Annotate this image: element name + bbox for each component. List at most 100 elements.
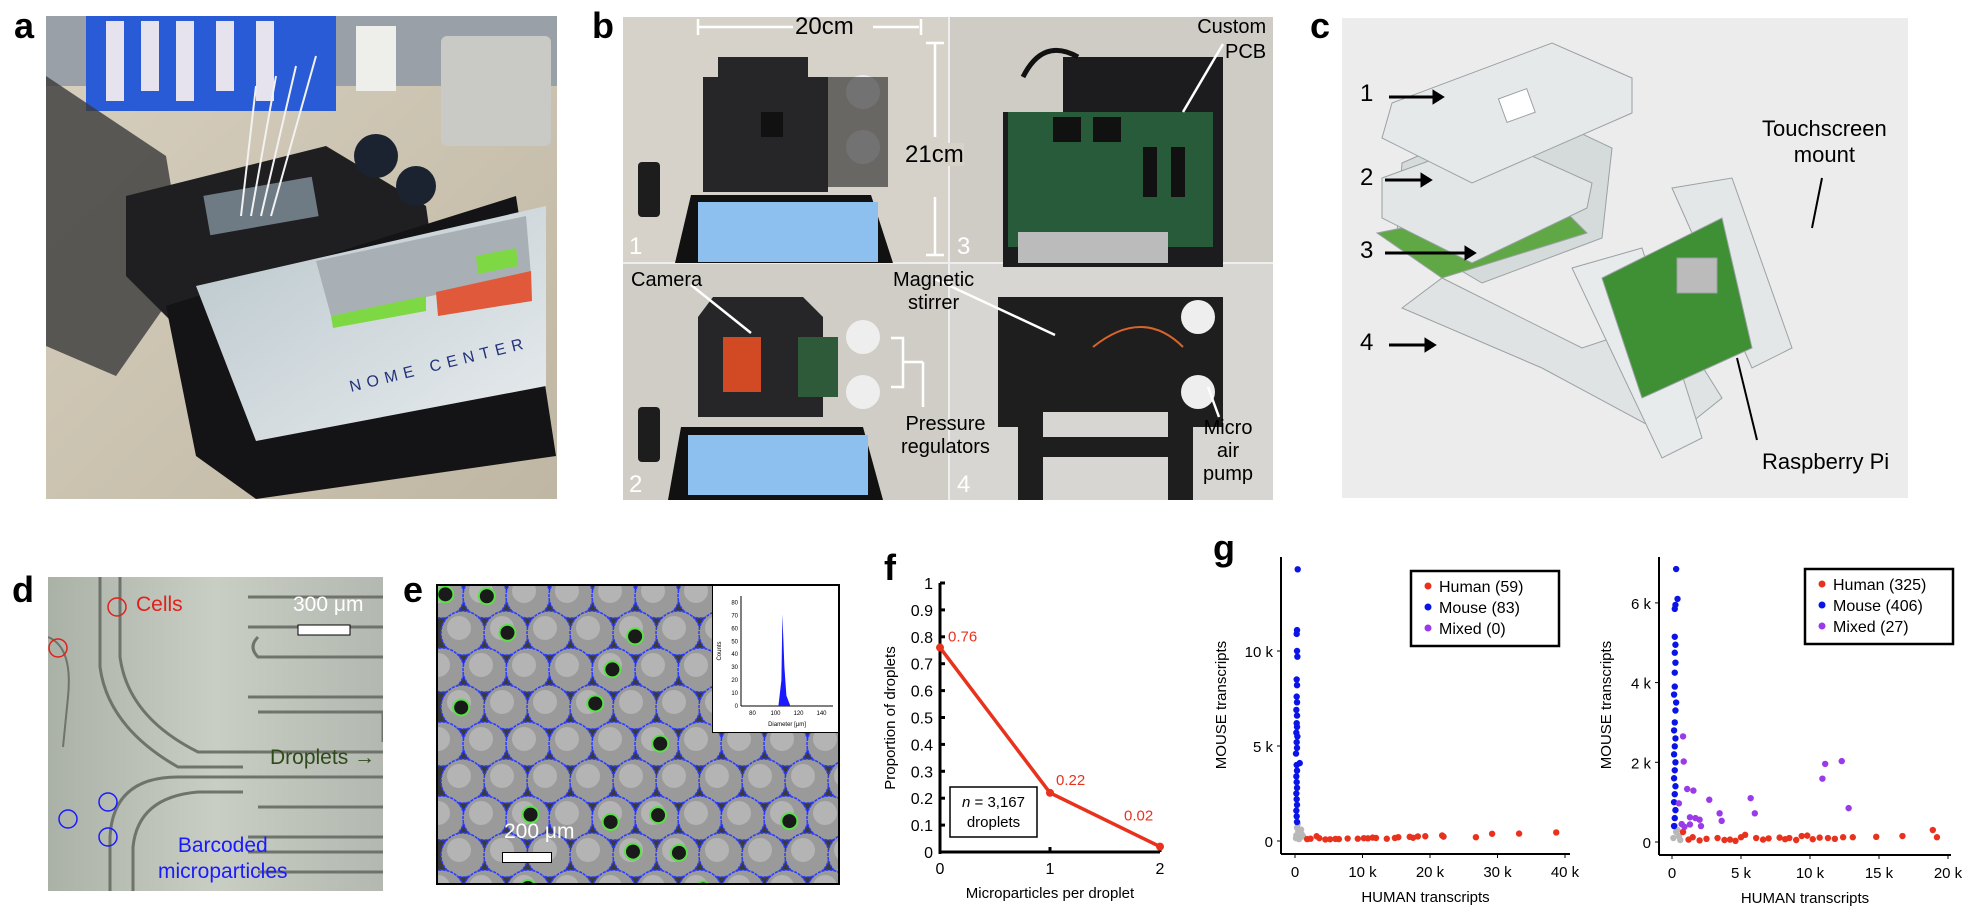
scale-bar-300um xyxy=(297,624,351,636)
droplet-highlight xyxy=(438,727,450,751)
microparticle xyxy=(649,806,668,825)
g-right-point xyxy=(1671,743,1678,750)
photo-device-assembly-steps: 20cm 21cm Custom PCB Camera Magnetic sti… xyxy=(623,17,1273,500)
g-right-point xyxy=(1681,823,1688,831)
height-dimension-label: 21cm xyxy=(905,141,964,168)
f-annotation-n: n = 3,167 xyxy=(962,794,1025,811)
g-right-point xyxy=(1759,836,1767,843)
g-right-point xyxy=(1692,814,1699,822)
g-right-point xyxy=(1819,775,1826,782)
microparticle xyxy=(626,627,645,646)
g-right-point xyxy=(1804,832,1811,839)
microparticle xyxy=(669,843,688,862)
g-right-point xyxy=(1679,828,1687,836)
droplet-highlight xyxy=(684,586,708,603)
g-right-point xyxy=(1751,810,1759,817)
g-right-point xyxy=(1697,822,1705,830)
g-left-point xyxy=(1326,836,1334,843)
droplet-highlight xyxy=(662,616,686,640)
f-y-tick-label: 0 xyxy=(924,845,933,862)
g-left-x-tick-label: 40 k xyxy=(1551,864,1580,881)
droplet-highlight xyxy=(447,764,471,788)
g-left-legend-label: Mixed (0) xyxy=(1439,621,1506,638)
g-right-point xyxy=(1672,659,1679,666)
micro-air-pump-label: Micro air pump xyxy=(1203,417,1253,486)
micro-air-pump-line1: Micro xyxy=(1203,417,1253,439)
g-right-point xyxy=(1718,817,1725,825)
g-right-legend-marker xyxy=(1818,622,1826,630)
g-right-x-tick-label: 20 k xyxy=(1934,865,1963,882)
g-left-legend-marker xyxy=(1424,603,1432,611)
inset-x-tick-label: 100 xyxy=(770,711,781,717)
droplet-highlight xyxy=(512,653,536,677)
droplet-highlight xyxy=(533,616,557,640)
droplet-highlight xyxy=(598,875,622,883)
g-right-point xyxy=(1670,834,1677,842)
g-right-point xyxy=(1670,727,1678,734)
quadrant-number-3: 3 xyxy=(957,233,971,260)
raspberry-pi-label: Raspberry Pi xyxy=(1762,449,1890,474)
g-right-legend-marker xyxy=(1818,601,1826,609)
inset-y-tick-label: 20 xyxy=(731,678,738,684)
diameter-histogram-inset: 0 10 20 30 40 50 60 70 80 80 100 120 140 Diameter [μm… xyxy=(712,586,838,733)
droplet-highlight xyxy=(555,875,579,883)
inset-y-tick-label: 30 xyxy=(731,665,738,671)
g-left-legend-marker xyxy=(1424,624,1432,632)
g-left-legend-label: Mouse (83) xyxy=(1439,600,1520,617)
droplet-highlight xyxy=(705,764,729,788)
droplet-highlight xyxy=(533,690,557,714)
inset-chart: 0 10 20 30 40 50 60 70 80 80 100 120 140 Diameter [μm… xyxy=(717,596,833,728)
droplet-highlight xyxy=(438,801,450,825)
droplet-highlight xyxy=(438,653,450,677)
g-right-point xyxy=(1899,832,1906,840)
g-left-legend-box xyxy=(1409,569,1561,648)
micro-air-pump-line3: pump xyxy=(1203,463,1254,485)
g-left-point xyxy=(1293,682,1301,689)
droplet-highlight xyxy=(684,727,708,751)
droplet-highlight xyxy=(727,801,751,825)
g-right-point xyxy=(1824,834,1832,842)
droplet-highlight xyxy=(555,653,579,677)
inset-y-tick-label: 50 xyxy=(731,639,738,645)
g-left-point xyxy=(1292,750,1300,757)
g-right-point xyxy=(1726,836,1734,843)
g-right-point xyxy=(1671,814,1678,822)
g-right-point xyxy=(1933,834,1941,841)
microparticle xyxy=(520,879,536,883)
g-right-point xyxy=(1680,758,1687,765)
quadrant-number-4: 4 xyxy=(957,471,971,498)
inset-y-tick-label: 40 xyxy=(731,652,738,658)
g-right-point xyxy=(1714,834,1721,842)
microparticle xyxy=(477,587,496,606)
g-left-point xyxy=(1322,836,1329,843)
barcoded-microparticles-label: Barcoded microparticles xyxy=(158,833,288,885)
g-left-point xyxy=(1293,739,1300,746)
g-left-point xyxy=(1293,723,1301,731)
droplet-highlight xyxy=(705,838,729,862)
g-left-y-tick-label: 10 k xyxy=(1245,644,1274,661)
cad-render-illustration xyxy=(1375,42,1823,459)
microparticle xyxy=(521,805,540,824)
g-right-point xyxy=(1838,757,1845,765)
f-y-tick-label: 0.9 xyxy=(911,603,933,620)
pressure-regulators-line1: Pressure xyxy=(905,413,986,435)
g-right-point xyxy=(1672,565,1680,573)
f-y-tick-label: 0.3 xyxy=(911,764,933,781)
droplet-highlight xyxy=(662,690,686,714)
droplet-highlight xyxy=(641,653,665,677)
f-y-tick-label: 1 xyxy=(924,576,933,593)
g-left-point xyxy=(1293,676,1300,683)
g-right-point xyxy=(1831,835,1839,843)
g-left-point xyxy=(1293,712,1301,719)
g-right-legend-label: Mouse (406) xyxy=(1833,598,1923,615)
quadrant-number-1: 1 xyxy=(629,233,643,260)
g-right-x-tick-label: 0 xyxy=(1668,865,1676,882)
droplet-highlight xyxy=(813,875,837,883)
inset-y-tick-label: 0 xyxy=(735,704,739,710)
g-right-point xyxy=(1696,837,1703,844)
g-left-point xyxy=(1297,826,1305,833)
g-right-point xyxy=(1674,595,1681,603)
g-left-legend-label: Human (59) xyxy=(1439,579,1523,596)
assembly-photo-illustration xyxy=(623,17,1273,500)
g-right-point xyxy=(1671,790,1678,798)
